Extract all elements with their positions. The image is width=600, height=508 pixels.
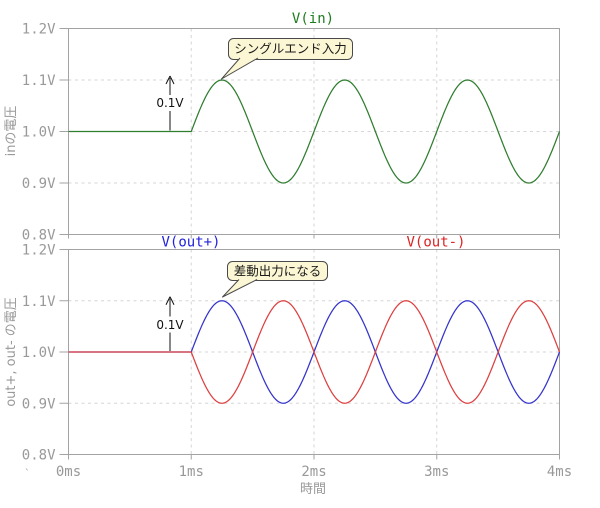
x-axis-title: 時間 [300,482,326,497]
arrow-head [169,296,175,305]
y-tick-label: 0.9V [22,176,56,192]
y-tick-label: 1.0V [22,345,56,361]
x-tick-label: 2ms [301,464,326,480]
waveform-vin [68,79,561,184]
waveform-vout- [68,300,561,404]
y-tick-label: 0.8V [22,448,56,464]
x-tick-label: 0ms [56,464,81,480]
y-tick-label: 1.1V [22,73,56,89]
callout-balloon [228,38,353,60]
callout-balloon [227,261,328,281]
top-arrow-value-label: 0.1V [156,96,184,110]
y-tick-label: 1.2V [22,243,56,259]
stray-mark: ` [24,467,31,480]
arrow-head [165,296,171,305]
arrow-label-backing [153,316,187,333]
arrow-head [169,75,175,85]
top-callout-text: シングルエンド入力 [234,41,347,56]
y-tick-label: 0.8V [22,228,56,244]
arrow-label-backing [153,95,187,111]
y-tick-label: 1.2V [22,22,56,38]
y-tick-label: 0.9V [22,396,56,412]
top-panel-title: V(in) [292,11,334,27]
bottom-y-axis-title: out+, out- の電圧 [4,297,19,407]
bottom-arrow-value-label: 0.1V [156,318,184,332]
generated-chart-layer: 1.2V1.1V1.0V0.9V0.8V1.2V1.1V1.0V0.9V0.8V… [22,22,572,481]
y-tick-label: 1.0V [22,125,56,141]
arrow-head [165,75,171,85]
x-tick-label: 4ms [547,464,572,480]
x-tick-label: 1ms [179,464,204,480]
bottom-callout-text: 差動出力になる [234,264,322,279]
y-tick-label: 1.1V [22,294,56,310]
legend-vout-minus: V(out-) [406,235,465,251]
callout-tail [221,57,259,80]
legend-vout-plus: V(out+) [161,235,220,251]
x-tick-label: 3ms [424,464,449,480]
callout-tail [222,279,258,298]
top-y-axis-title: inの電圧 [4,106,19,157]
